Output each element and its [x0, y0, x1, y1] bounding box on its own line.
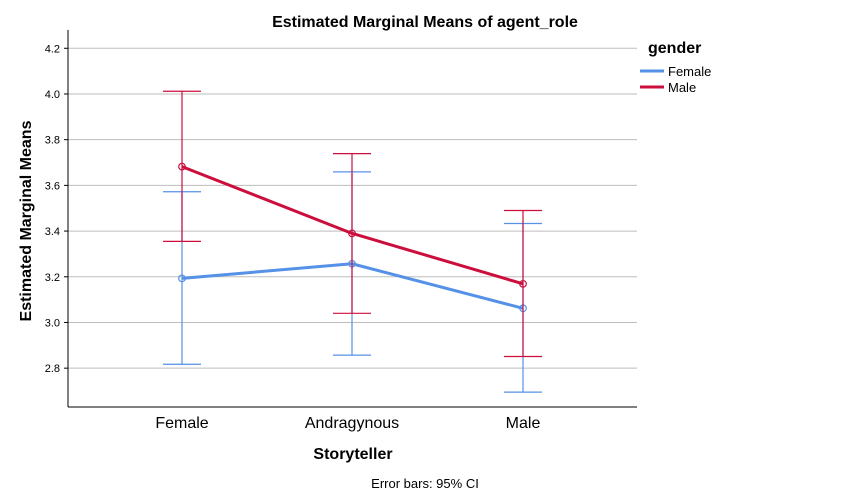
- data-point: [178, 274, 186, 283]
- y-tick-label: 3.2: [45, 272, 60, 284]
- data-point: [348, 229, 356, 238]
- y-ticks: 2.8 3.0 3.2 3.4 3.6 3.8 4.0 4.2: [45, 43, 68, 375]
- legend-label: Male: [668, 80, 696, 95]
- y-tick-label: 4.0: [45, 89, 60, 101]
- data-point: [178, 162, 186, 171]
- chart-title: Estimated Marginal Means of agent_role: [272, 14, 578, 31]
- data-point: [519, 279, 527, 288]
- series-line: [181, 165, 524, 286]
- x-tick-label: Andragynous: [305, 415, 399, 432]
- y-tick-label: 2.8: [45, 363, 60, 375]
- y-tick-label: 4.2: [45, 43, 60, 55]
- footnote: Error bars: 95% CI: [371, 476, 479, 491]
- legend-label: Female: [668, 64, 711, 79]
- y-axis-label: Estimated Marginal Means: [18, 120, 35, 321]
- y-tick-label: 3.8: [45, 135, 60, 147]
- x-ticks: Female Andragynous Male: [155, 415, 540, 432]
- x-tick-label: Male: [506, 415, 541, 432]
- x-axis-label: Storyteller: [313, 446, 392, 463]
- legend-title: gender: [648, 40, 701, 57]
- y-tick-label: 3.0: [45, 317, 60, 329]
- y-tick-label: 3.4: [45, 226, 60, 238]
- series-male: [163, 90, 542, 358]
- y-tick-label: 3.6: [45, 180, 60, 192]
- axes: [67, 30, 637, 408]
- x-tick-label: Female: [155, 415, 208, 432]
- series: [163, 90, 542, 393]
